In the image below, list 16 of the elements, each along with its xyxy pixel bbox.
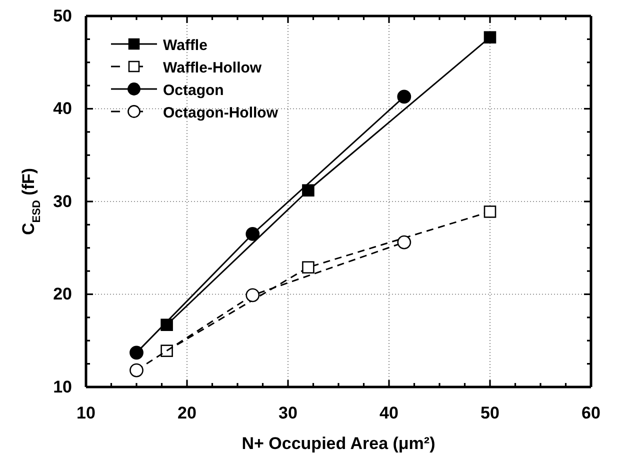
y-tick-label: 20 xyxy=(53,284,72,304)
y-tick-label: 40 xyxy=(53,99,72,118)
x-tick-label: 30 xyxy=(278,403,298,422)
legend-label: Octagon-Hollow xyxy=(163,104,278,122)
y-tick-label: 50 xyxy=(53,6,72,26)
x-tick-label: 40 xyxy=(380,403,398,422)
x-tick-label: 50 xyxy=(480,403,500,422)
y-tick-label: 30 xyxy=(53,192,72,211)
x-tick-label: 60 xyxy=(582,403,600,422)
x-tick-label: 20 xyxy=(178,403,196,422)
legend-label: Waffle xyxy=(163,37,208,54)
x-axis-title: N+ Occupied Area (μm²) xyxy=(242,434,436,453)
legend-label: Octagon xyxy=(163,82,224,99)
y-tick-label: 10 xyxy=(53,377,72,396)
x-tick-label: 10 xyxy=(76,403,96,422)
legend-label: Waffle-Hollow xyxy=(163,60,262,76)
